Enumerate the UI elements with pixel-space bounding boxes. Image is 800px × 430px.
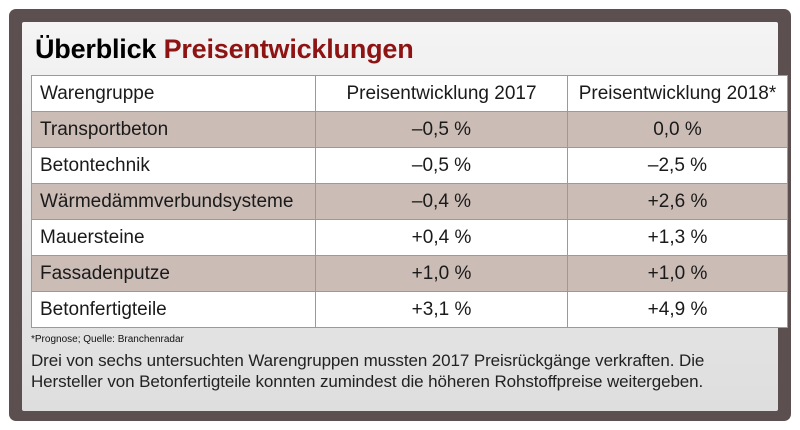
- table-header-row: Warengruppe Preisentwicklung 2017 Preise…: [31, 75, 788, 112]
- cell-2017: +0,4 %: [315, 219, 568, 256]
- price-table: Warengruppe Preisentwicklung 2017 Preise…: [31, 75, 788, 328]
- table-row: Betontechnik –0,5 % –2,5 %: [31, 147, 788, 184]
- header-warengruppe: Warengruppe: [31, 75, 316, 112]
- cell-2017: –0,5 %: [315, 147, 568, 184]
- cell-2017: +3,1 %: [315, 291, 568, 328]
- cell-group: Mauersteine: [31, 219, 316, 256]
- cell-2018: +2,6 %: [567, 183, 788, 220]
- title-lead: Überblick: [35, 34, 157, 64]
- cell-2018: 0,0 %: [567, 111, 788, 148]
- header-2017: Preisentwicklung 2017: [315, 75, 568, 112]
- cell-2018: –2,5 %: [567, 147, 788, 184]
- cell-2017: –0,5 %: [315, 111, 568, 148]
- cell-2018: +4,9 %: [567, 291, 788, 328]
- cell-2018: +1,3 %: [567, 219, 788, 256]
- table-row: Wärmedämmverbundsysteme –0,4 % +2,6 %: [31, 183, 788, 220]
- infobox-title: Überblick Preisentwicklungen: [35, 32, 769, 66]
- cell-group: Fassadenputze: [31, 255, 316, 292]
- cell-2018: +1,0 %: [567, 255, 788, 292]
- cell-group: Betonfertigteile: [31, 291, 316, 328]
- cell-group: Transportbeton: [31, 111, 316, 148]
- summary-text: Drei von sechs untersuchten Warengruppen…: [31, 351, 705, 391]
- footnote: *Prognose; Quelle: Branchenradar: [31, 334, 184, 345]
- table-row: Fassadenputze +1,0 % +1,0 %: [31, 255, 788, 292]
- cell-group: Wärmedämmverbundsysteme: [31, 183, 316, 220]
- table-row: Mauersteine +0,4 % +1,3 %: [31, 219, 788, 256]
- cell-2017: –0,4 %: [315, 183, 568, 220]
- cell-2017: +1,0 %: [315, 255, 568, 292]
- table-row: Betonfertigteile +3,1 % +4,9 %: [31, 291, 788, 328]
- header-2018: Preisentwicklung 2018*: [567, 75, 788, 112]
- cell-group: Betontechnik: [31, 147, 316, 184]
- infobox-frame: Überblick Preisentwicklungen Warengruppe…: [9, 9, 791, 421]
- infobox-panel: Überblick Preisentwicklungen Warengruppe…: [22, 22, 788, 411]
- table-row: Transportbeton –0,5 % 0,0 %: [31, 111, 788, 148]
- title-accent: Preisentwicklungen: [163, 34, 414, 64]
